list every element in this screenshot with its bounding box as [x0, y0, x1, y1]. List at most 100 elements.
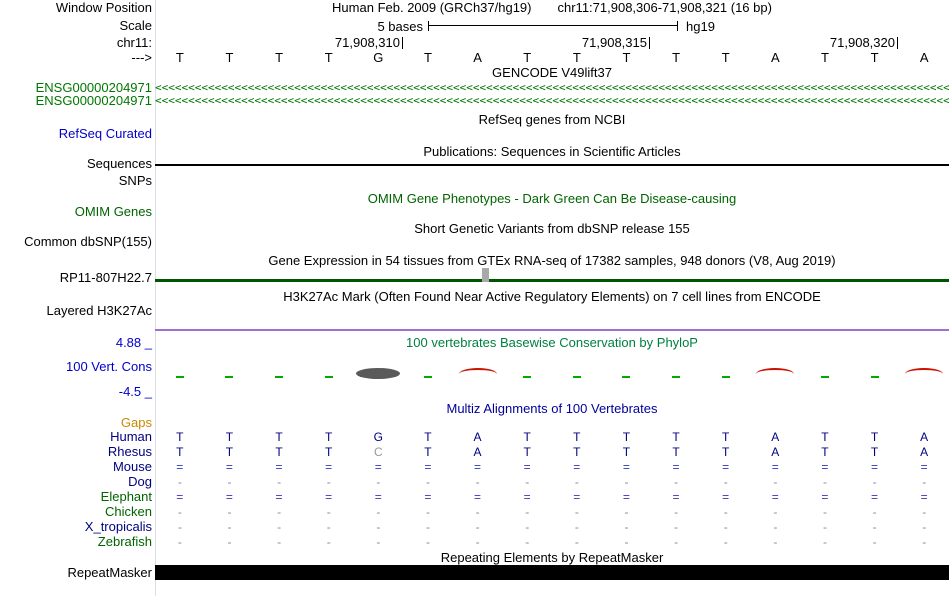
repeatmasker-track-label[interactable]: RepeatMasker — [67, 565, 152, 580]
aln-human-6: T — [424, 430, 432, 444]
h3k27ac-track-title[interactable]: H3K27Ac Mark (Often Found Near Active Re… — [283, 289, 821, 304]
aln-mouse-11: = — [672, 460, 680, 474]
position-line: Human Feb. 2009 (GRCh37/hg19) chr11:71,9… — [155, 1, 949, 15]
aln-zebrafish-9: - — [574, 535, 579, 549]
aln-human-3: T — [275, 430, 283, 444]
dbsnp-track-label[interactable]: Common dbSNP(155) — [24, 234, 152, 249]
gtex-gene-label[interactable]: RP11-807H22.7 — [59, 270, 152, 285]
cons-positive-dash — [622, 376, 631, 378]
aln-x_tropicalis-16: - — [922, 520, 927, 534]
aln-dog-1: - — [177, 475, 182, 489]
gencode-transcript-2-line[interactable]: <<<<<<<<<<<<<<<<<<<<<<<<<<<<<<<<<<<<<<<<… — [155, 94, 949, 107]
aln-mouse-12: = — [722, 460, 730, 474]
base-10: T — [622, 50, 631, 65]
scale-bar-left-tick — [428, 21, 429, 31]
cons-positive-dash — [721, 376, 730, 378]
sequences-track-line[interactable] — [155, 164, 949, 166]
base-9: T — [572, 50, 581, 65]
cons-negative-arc — [458, 368, 497, 380]
refseq-track-title[interactable]: RefSeq genes from NCBI — [478, 112, 626, 127]
aln-chicken-16: - — [922, 505, 927, 519]
aln-chicken-10: - — [624, 505, 629, 519]
species-label-zebrafish[interactable]: Zebrafish — [97, 534, 152, 549]
aln-human-15: T — [870, 430, 879, 444]
species-label-chicken[interactable]: Chicken — [105, 504, 152, 519]
aln-chicken-4: - — [326, 505, 331, 519]
species-label-mouse[interactable]: Mouse — [112, 459, 152, 474]
aln-elephant-8: = — [523, 490, 531, 504]
aln-x_tropicalis-9: - — [574, 520, 579, 534]
repeatmasker-bar[interactable] — [155, 565, 949, 580]
aln-mouse-6: = — [424, 460, 432, 474]
aln-human-12: T — [722, 430, 730, 444]
omim-track-label[interactable]: OMIM Genes — [74, 204, 152, 219]
sequences-track-label[interactable]: Sequences — [86, 156, 152, 171]
base-8: T — [523, 50, 532, 65]
aln-human-10: T — [622, 430, 631, 444]
aln-rhesus-14: T — [821, 445, 829, 459]
base-16: A — [919, 50, 929, 65]
aln-chicken-9: - — [574, 505, 579, 519]
gencode-transcript-1-label[interactable]: ENSG00000204971 — [35, 80, 152, 95]
aln-rhesus-16: A — [920, 445, 929, 459]
aln-mouse-5: = — [374, 460, 382, 474]
h3k27ac-signal-line[interactable] — [155, 329, 949, 331]
aln-mouse-2: = — [225, 460, 233, 474]
refseq-track-label[interactable]: RefSeq Curated — [58, 126, 152, 141]
aln-chicken-15: - — [872, 505, 877, 519]
species-label-elephant[interactable]: Elephant — [100, 489, 152, 504]
cons-positive-dash — [175, 376, 184, 378]
ruler-tick-label: 71,908,315 — [581, 35, 647, 50]
aln-x_tropicalis-7: - — [475, 520, 480, 534]
aln-elephant-6: = — [424, 490, 432, 504]
cons-positive-dash — [572, 376, 581, 378]
publications-track-title[interactable]: Publications: Sequences in Scientific Ar… — [423, 144, 681, 159]
cons-positive-dash — [324, 376, 333, 378]
multiz-track-title[interactable]: Multiz Alignments of 100 Vertebrates — [446, 401, 658, 416]
aln-zebrafish-16: - — [922, 535, 927, 549]
scale-bar-right-tick — [677, 21, 678, 31]
base-14: T — [820, 50, 829, 65]
aln-zebrafish-13: - — [773, 535, 778, 549]
aln-human-2: T — [225, 430, 234, 444]
species-label-x_tropicalis[interactable]: X_tropicalis — [84, 519, 152, 534]
aln-chicken-11: - — [674, 505, 679, 519]
gtex-expression-marker[interactable] — [482, 268, 489, 282]
conservation-track-title[interactable]: 100 vertebrates Basewise Conservation by… — [406, 335, 698, 350]
ruler-tick-mark — [402, 37, 403, 49]
species-label-dog[interactable]: Dog — [128, 474, 152, 489]
aln-rhesus-4: T — [325, 445, 333, 459]
aln-rhesus-5: C — [373, 445, 383, 459]
aln-elephant-12: = — [722, 490, 730, 504]
species-label-rhesus[interactable]: Rhesus — [107, 444, 152, 459]
gtex-track-title[interactable]: Gene Expression in 54 tissues from GTEx … — [268, 253, 836, 268]
omim-track-title[interactable]: OMIM Gene Phenotypes - Dark Green Can Be… — [367, 191, 737, 206]
window-position-label: Window Position — [55, 0, 152, 15]
aln-elephant-2: = — [225, 490, 233, 504]
gencode-track-title[interactable]: GENCODE V49lift37 — [492, 65, 612, 80]
aln-dog-10: - — [624, 475, 629, 489]
ruler-tick-mark — [649, 37, 650, 49]
h3k27ac-track-label[interactable]: Layered H3K27Ac — [46, 303, 152, 318]
repeatmasker-track-title[interactable]: Repeating Elements by RepeatMasker — [440, 550, 664, 565]
aln-mouse-1: = — [176, 460, 184, 474]
dbsnp-track-title[interactable]: Short Genetic Variants from dbSNP releas… — [414, 221, 690, 236]
gencode-transcript-1-line[interactable]: <<<<<<<<<<<<<<<<<<<<<<<<<<<<<<<<<<<<<<<<… — [155, 81, 949, 94]
aln-dog-14: - — [822, 475, 827, 489]
species-label-human[interactable]: Human — [110, 429, 152, 444]
conservation-scale-min: -4.5 _ — [118, 384, 152, 399]
aln-mouse-13: = — [771, 460, 779, 474]
aln-chicken-1: - — [177, 505, 182, 519]
base-13: A — [770, 50, 780, 65]
gtex-gene-bar[interactable] — [155, 279, 949, 282]
gencode-transcript-2-label[interactable]: ENSG00000204971 — [35, 93, 152, 108]
aln-elephant-1: = — [176, 490, 184, 504]
scale-bar — [428, 21, 678, 31]
track-area-left-border — [155, 0, 156, 596]
conservation-track-label[interactable]: 100 Vert. Cons — [66, 359, 152, 374]
aln-elephant-13: = — [771, 490, 779, 504]
gaps-row-label: Gaps — [120, 415, 152, 430]
snps-track-label[interactable]: SNPs — [118, 173, 152, 188]
aln-x_tropicalis-3: - — [277, 520, 282, 534]
aln-dog-11: - — [674, 475, 679, 489]
